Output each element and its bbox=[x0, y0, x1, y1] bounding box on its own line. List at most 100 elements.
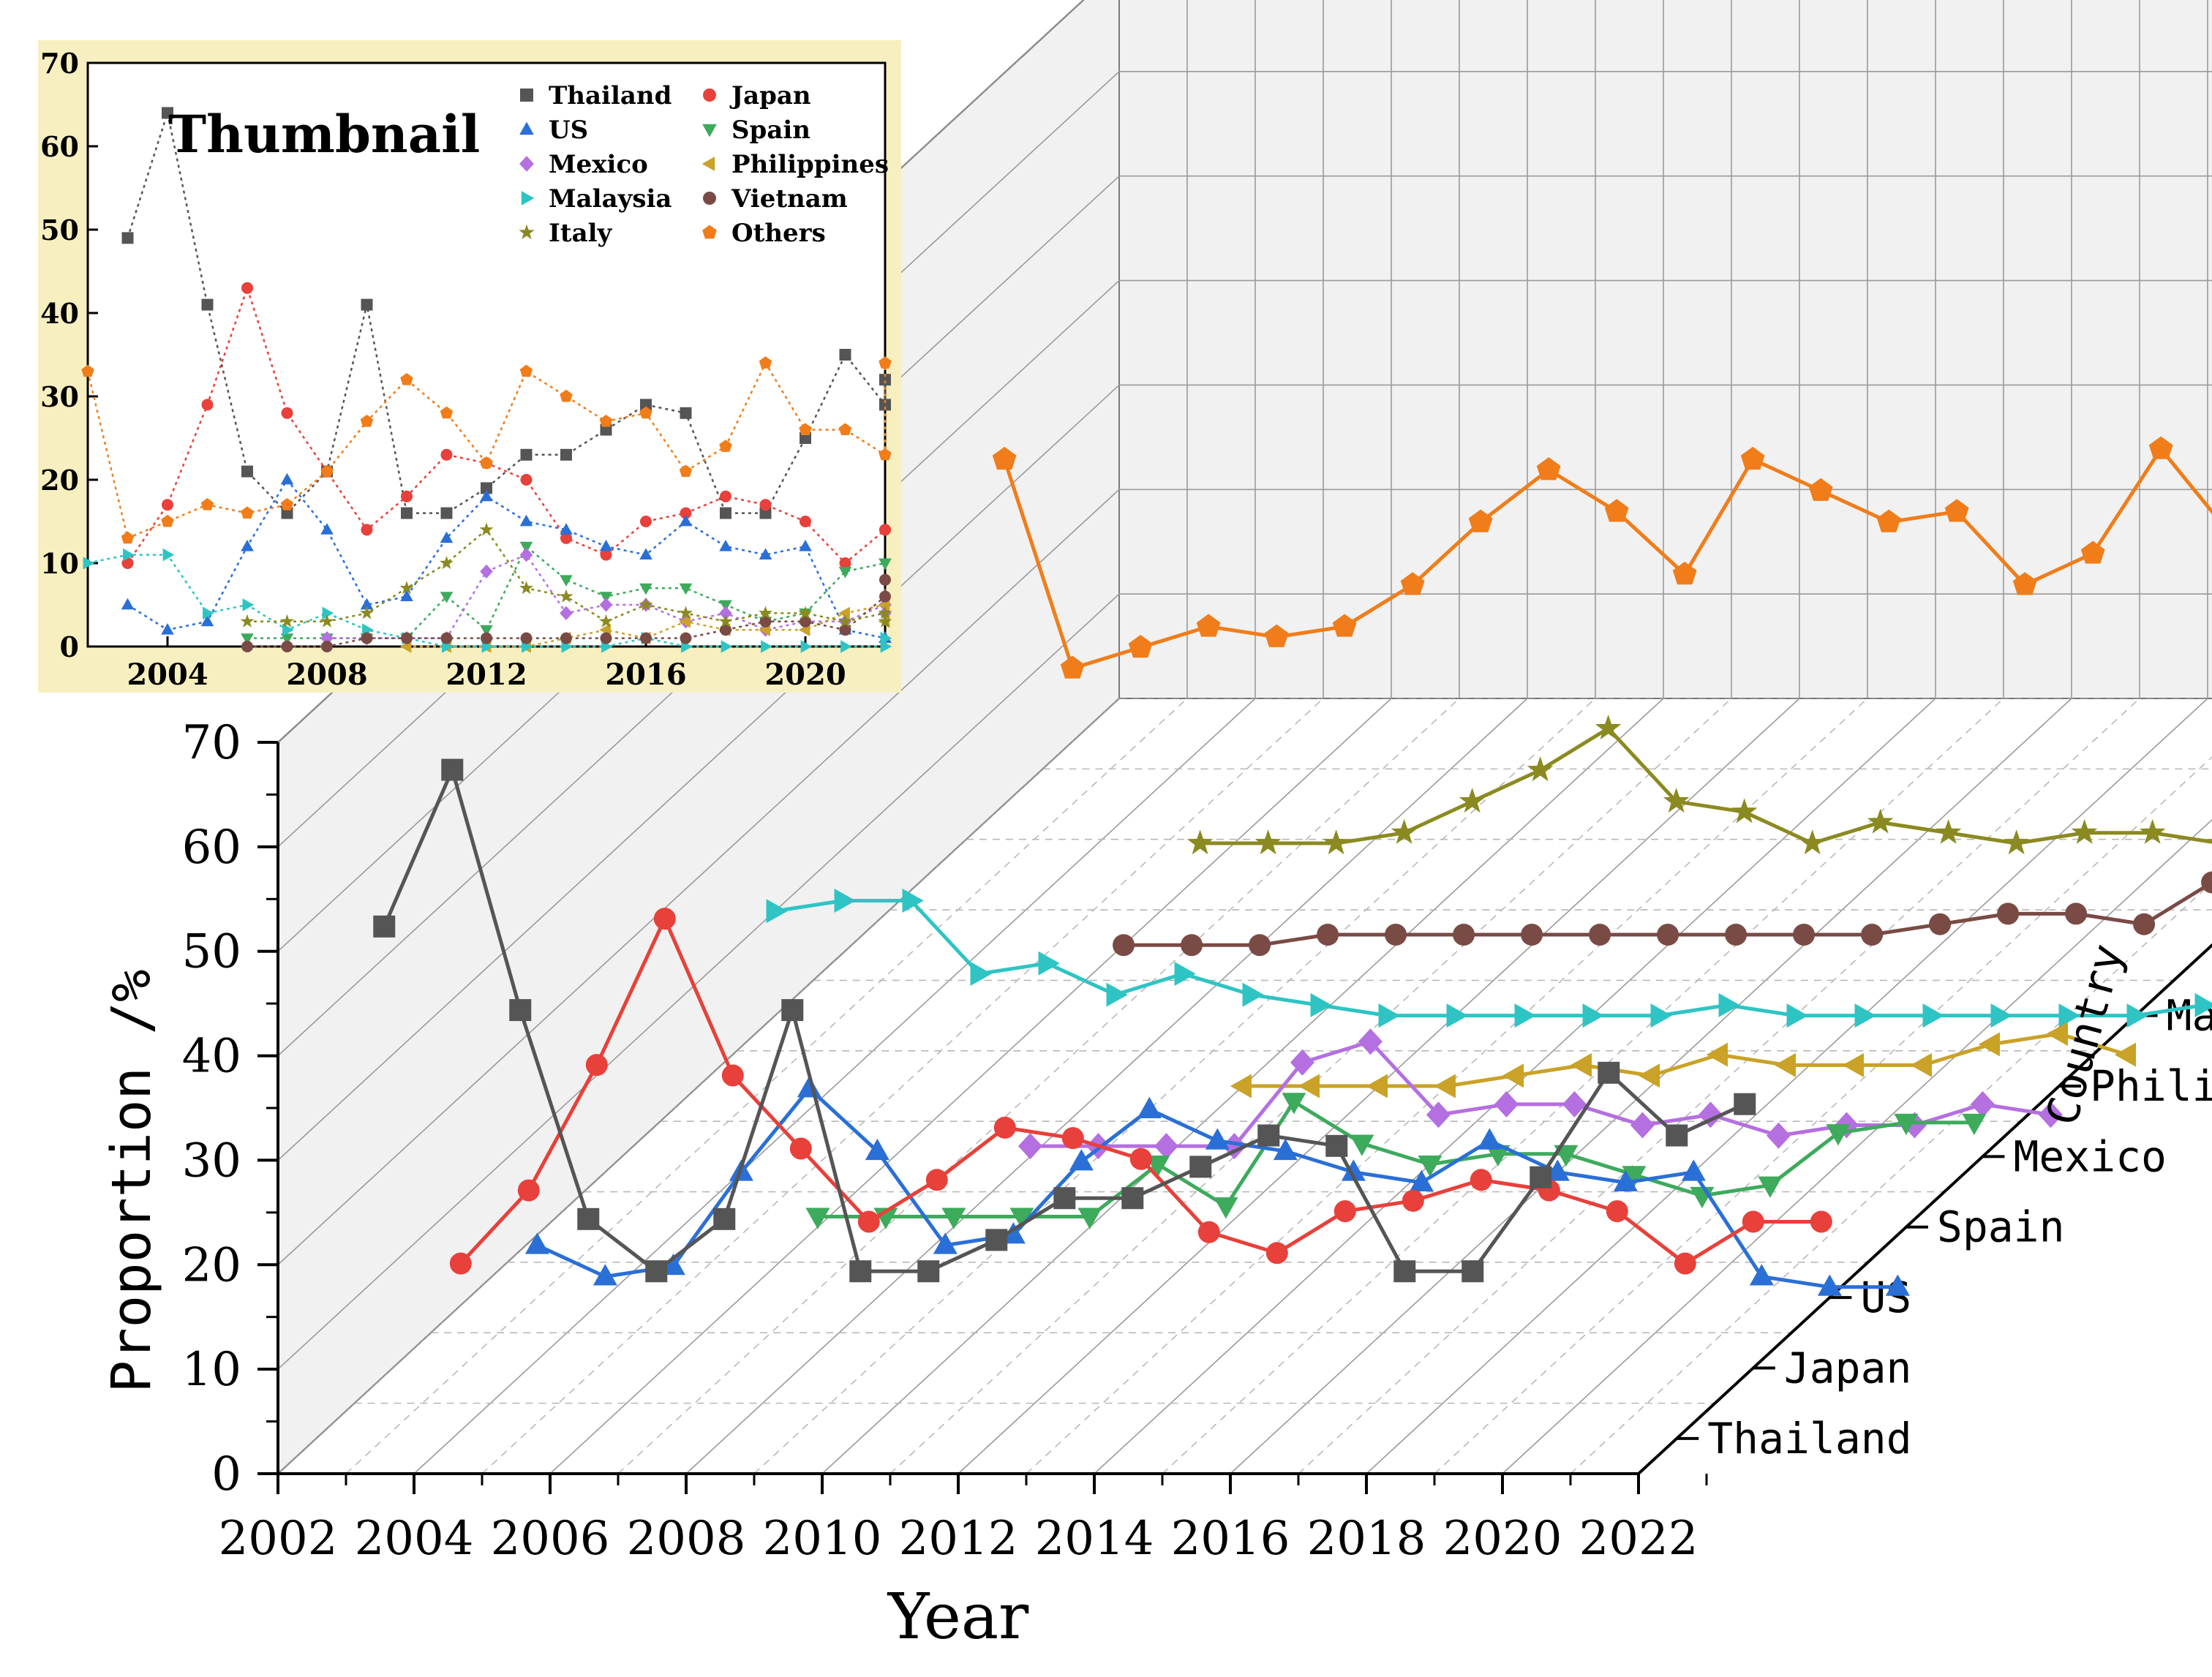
data-point bbox=[2126, 1003, 2148, 1028]
thumbnail-point bbox=[359, 606, 375, 619]
thumbnail-point bbox=[879, 374, 891, 386]
data-point bbox=[1622, 1166, 1647, 1188]
data-point bbox=[857, 1210, 880, 1233]
x-tick-label: 2004 bbox=[355, 1512, 474, 1566]
thumbnail-series-us bbox=[121, 472, 892, 643]
data-point bbox=[1477, 1128, 1502, 1150]
data-point bbox=[1774, 1052, 1796, 1077]
thumbnail-point bbox=[83, 557, 95, 570]
data-point bbox=[1826, 1124, 1851, 1146]
thumbnail-point bbox=[361, 524, 373, 536]
data-point bbox=[2012, 572, 2037, 595]
thumbnail-point bbox=[639, 548, 652, 559]
data-point bbox=[781, 999, 804, 1022]
thumbnail-point bbox=[401, 632, 413, 644]
thumbnail-point bbox=[440, 592, 454, 603]
data-point bbox=[1257, 1124, 1280, 1147]
data-point bbox=[1426, 1101, 1451, 1128]
thumbnail-point bbox=[721, 640, 733, 653]
thumbnail-point bbox=[321, 641, 333, 652]
legend-label: Thailand bbox=[549, 81, 672, 110]
thumbnail-point bbox=[520, 632, 533, 644]
thumbnail-point bbox=[519, 548, 533, 562]
thumbnail-point bbox=[161, 623, 174, 635]
thumbnail-point bbox=[758, 606, 773, 619]
thumbnail-point bbox=[761, 640, 772, 653]
thumbnail-point bbox=[839, 624, 851, 636]
data-point bbox=[1254, 829, 1282, 855]
series-italy bbox=[1186, 715, 2212, 855]
x-tick-label: 2006 bbox=[491, 1512, 610, 1566]
floor-gridline bbox=[1094, 698, 1936, 1474]
legend-marker bbox=[520, 88, 533, 102]
data-point bbox=[2114, 1042, 2136, 1067]
y-tick-label: 30 bbox=[182, 1134, 241, 1188]
data-point bbox=[925, 1169, 948, 1191]
thumbnail-point bbox=[680, 507, 692, 519]
data-point bbox=[1214, 1197, 1238, 1219]
legend-marker bbox=[521, 191, 535, 206]
thumbnail-line bbox=[247, 528, 887, 623]
x-tick-label: 2012 bbox=[899, 1512, 1018, 1566]
data-point bbox=[1604, 499, 1629, 522]
thumbnail-y-tick-label: 70 bbox=[40, 47, 79, 80]
data-point bbox=[1494, 1090, 1519, 1118]
thumbnail-x-tick-label: 2016 bbox=[605, 657, 686, 692]
data-point bbox=[805, 1207, 830, 1229]
thumbnail-point bbox=[241, 465, 253, 478]
thumbnail-point bbox=[560, 606, 573, 620]
thumbnail-point bbox=[718, 614, 733, 628]
data-point bbox=[1650, 1003, 1672, 1028]
axis-labels: Year Proportion /% Country bbox=[100, 939, 2134, 1654]
x-tick-label: 2008 bbox=[627, 1512, 746, 1566]
data-point bbox=[1290, 1049, 1314, 1076]
thumbnail-point bbox=[480, 625, 493, 637]
thumbnail-point bbox=[639, 406, 652, 419]
thumbnail-line bbox=[127, 284, 886, 565]
data-point bbox=[1638, 1063, 1660, 1088]
data-point bbox=[933, 1232, 958, 1254]
series-layer bbox=[373, 436, 2212, 1296]
thumbnail-point bbox=[759, 615, 772, 628]
data-point bbox=[517, 1179, 540, 1202]
thumbnail-point bbox=[679, 583, 693, 595]
thumbnail-line bbox=[127, 109, 887, 515]
thumbnail-point bbox=[121, 232, 134, 244]
thumbnail-series-italy bbox=[240, 522, 892, 628]
legend-label: Italy bbox=[549, 219, 613, 248]
data-point bbox=[1725, 923, 1748, 946]
thumbnail-point bbox=[679, 464, 693, 478]
leftwall-gridline bbox=[277, 489, 1120, 1265]
thumbnail-point bbox=[361, 298, 373, 311]
data-point bbox=[1502, 1063, 1524, 1088]
thumbnail-point bbox=[879, 558, 892, 570]
thumbnail-point bbox=[678, 606, 693, 619]
thumbnail-point bbox=[720, 507, 731, 519]
data-point bbox=[985, 1229, 1008, 1251]
data-point bbox=[1017, 1133, 1042, 1160]
thumbnail-point bbox=[598, 614, 614, 628]
data-point bbox=[1613, 1169, 1638, 1191]
data-point bbox=[1595, 715, 1622, 740]
data-point bbox=[1672, 562, 1697, 585]
thumbnail-series-thailand bbox=[121, 107, 891, 519]
thumbnail-point bbox=[241, 633, 254, 645]
thumbnail-point bbox=[240, 614, 255, 628]
thumbnail-point bbox=[320, 464, 334, 478]
data-point bbox=[1793, 923, 1816, 946]
data-point bbox=[1876, 509, 1901, 532]
series-mexico bbox=[1017, 1028, 2063, 1160]
y-tick-label: 10 bbox=[182, 1343, 241, 1397]
depth-tick-label: Malaysia bbox=[2167, 991, 2212, 1041]
floor-gridline bbox=[1298, 698, 2140, 1474]
legend-label: Spain bbox=[731, 116, 810, 145]
y-tick-label: 50 bbox=[182, 925, 241, 979]
data-point bbox=[524, 1232, 549, 1254]
thumbnail-point bbox=[401, 490, 413, 502]
x-tick-label: 2020 bbox=[1443, 1512, 1562, 1566]
thumbnail-point bbox=[400, 373, 413, 385]
data-point bbox=[834, 888, 856, 913]
data-point bbox=[2207, 839, 2212, 843]
data-point bbox=[1885, 1274, 1910, 1296]
series-malaysia bbox=[766, 888, 2212, 1028]
